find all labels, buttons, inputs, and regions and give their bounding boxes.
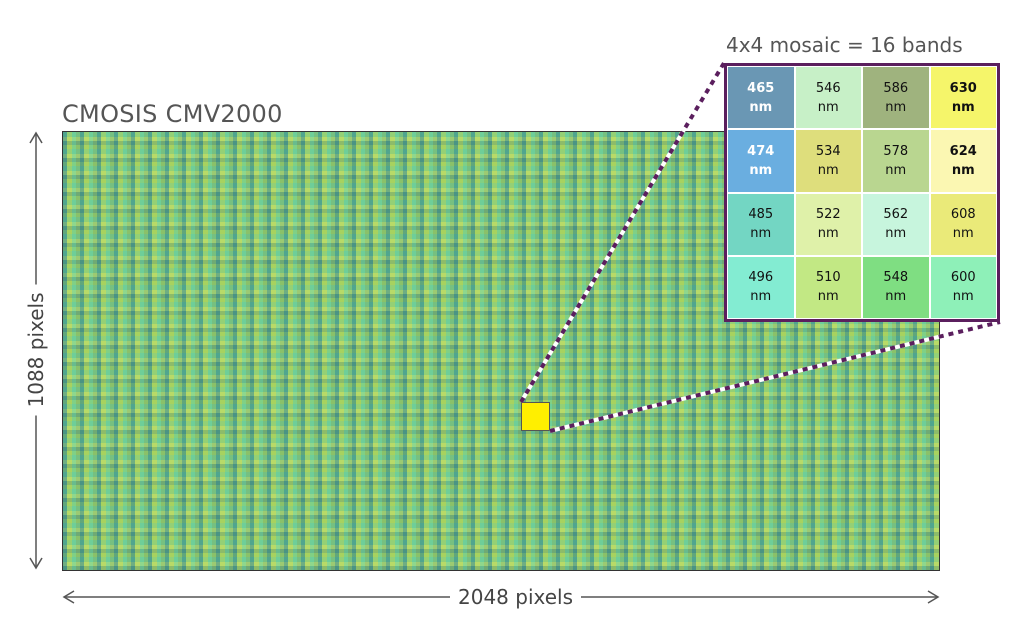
band-wavelength-unit: nm xyxy=(885,226,907,242)
band-wavelength-value: 600 xyxy=(950,270,976,286)
band-wavelength-value: 510 xyxy=(815,270,841,286)
band-wavelength-unit: nm xyxy=(749,99,773,115)
band-cell: 562 nm xyxy=(863,193,929,255)
width-label: 2048 pixels xyxy=(450,585,582,609)
band-cell: 522 nm xyxy=(795,193,861,255)
band-wavelength-value: 586 xyxy=(883,80,909,96)
band-wavelength-value: 546 xyxy=(815,80,841,96)
band-cell: 600 nm xyxy=(930,256,996,318)
band-wavelength-unit: nm xyxy=(749,162,773,178)
band-cell: 485 nm xyxy=(728,193,794,255)
mosaic-zoom-inset: 465 nm 546 nm 586 nm 630 nm 474 nm 534 nm 578 nm 624 nm… xyxy=(724,63,1000,322)
band-wavelength-unit: nm xyxy=(817,289,839,305)
width-arrow-left-head xyxy=(62,590,75,604)
band-cell: 474 nm xyxy=(728,130,794,192)
band-wavelength-value: 578 xyxy=(883,143,909,159)
band-cell: 630 nm xyxy=(930,67,996,129)
band-wavelength-value: 485 xyxy=(748,207,774,223)
band-cell: 578 nm xyxy=(863,130,929,192)
band-cell: 496 nm xyxy=(728,256,794,318)
band-wavelength-value: 608 xyxy=(950,207,976,223)
band-wavelength-unit: nm xyxy=(952,289,974,305)
band-wavelength-value: 465 xyxy=(747,80,775,96)
band-wavelength-unit: nm xyxy=(951,99,975,115)
band-wavelength-unit: nm xyxy=(885,162,907,178)
height-arrow-top-head xyxy=(29,131,43,144)
band-wavelength-value: 474 xyxy=(747,143,775,159)
band-wavelength-unit: nm xyxy=(750,289,772,305)
band-wavelength-value: 496 xyxy=(748,270,774,286)
band-cell: 534 nm xyxy=(795,130,861,192)
sensor-title: CMOSIS CMV2000 xyxy=(62,100,283,128)
mosaic-caption: 4x4 mosaic = 16 bands xyxy=(726,33,963,57)
band-wavelength-unit: nm xyxy=(817,162,839,178)
band-wavelength-unit: nm xyxy=(750,226,772,242)
band-wavelength-unit: nm xyxy=(817,99,839,115)
band-cell: 465 nm xyxy=(728,67,794,129)
band-wavelength-unit: nm xyxy=(885,99,907,115)
band-cell: 548 nm xyxy=(863,256,929,318)
band-wavelength-value: 630 xyxy=(949,80,977,96)
band-wavelength-unit: nm xyxy=(952,226,974,242)
band-wavelength-value: 534 xyxy=(815,143,841,159)
band-cell: 586 nm xyxy=(863,67,929,129)
band-cell: 546 nm xyxy=(795,67,861,129)
highlighted-mosaic-block xyxy=(521,402,550,431)
band-wavelength-value: 522 xyxy=(815,207,841,223)
band-cell: 510 nm xyxy=(795,256,861,318)
height-arrow-bottom-head xyxy=(29,557,43,570)
band-wavelength-value: 548 xyxy=(883,270,909,286)
band-wavelength-unit: nm xyxy=(817,226,839,242)
width-arrow-right-head xyxy=(927,590,940,604)
band-cell: 624 nm xyxy=(930,130,996,192)
band-wavelength-unit: nm xyxy=(951,162,975,178)
band-cell: 608 nm xyxy=(930,193,996,255)
height-label: 1088 pixels xyxy=(24,284,48,416)
band-wavelength-unit: nm xyxy=(885,289,907,305)
band-wavelength-value: 562 xyxy=(883,207,909,223)
band-wavelength-value: 624 xyxy=(949,143,977,159)
